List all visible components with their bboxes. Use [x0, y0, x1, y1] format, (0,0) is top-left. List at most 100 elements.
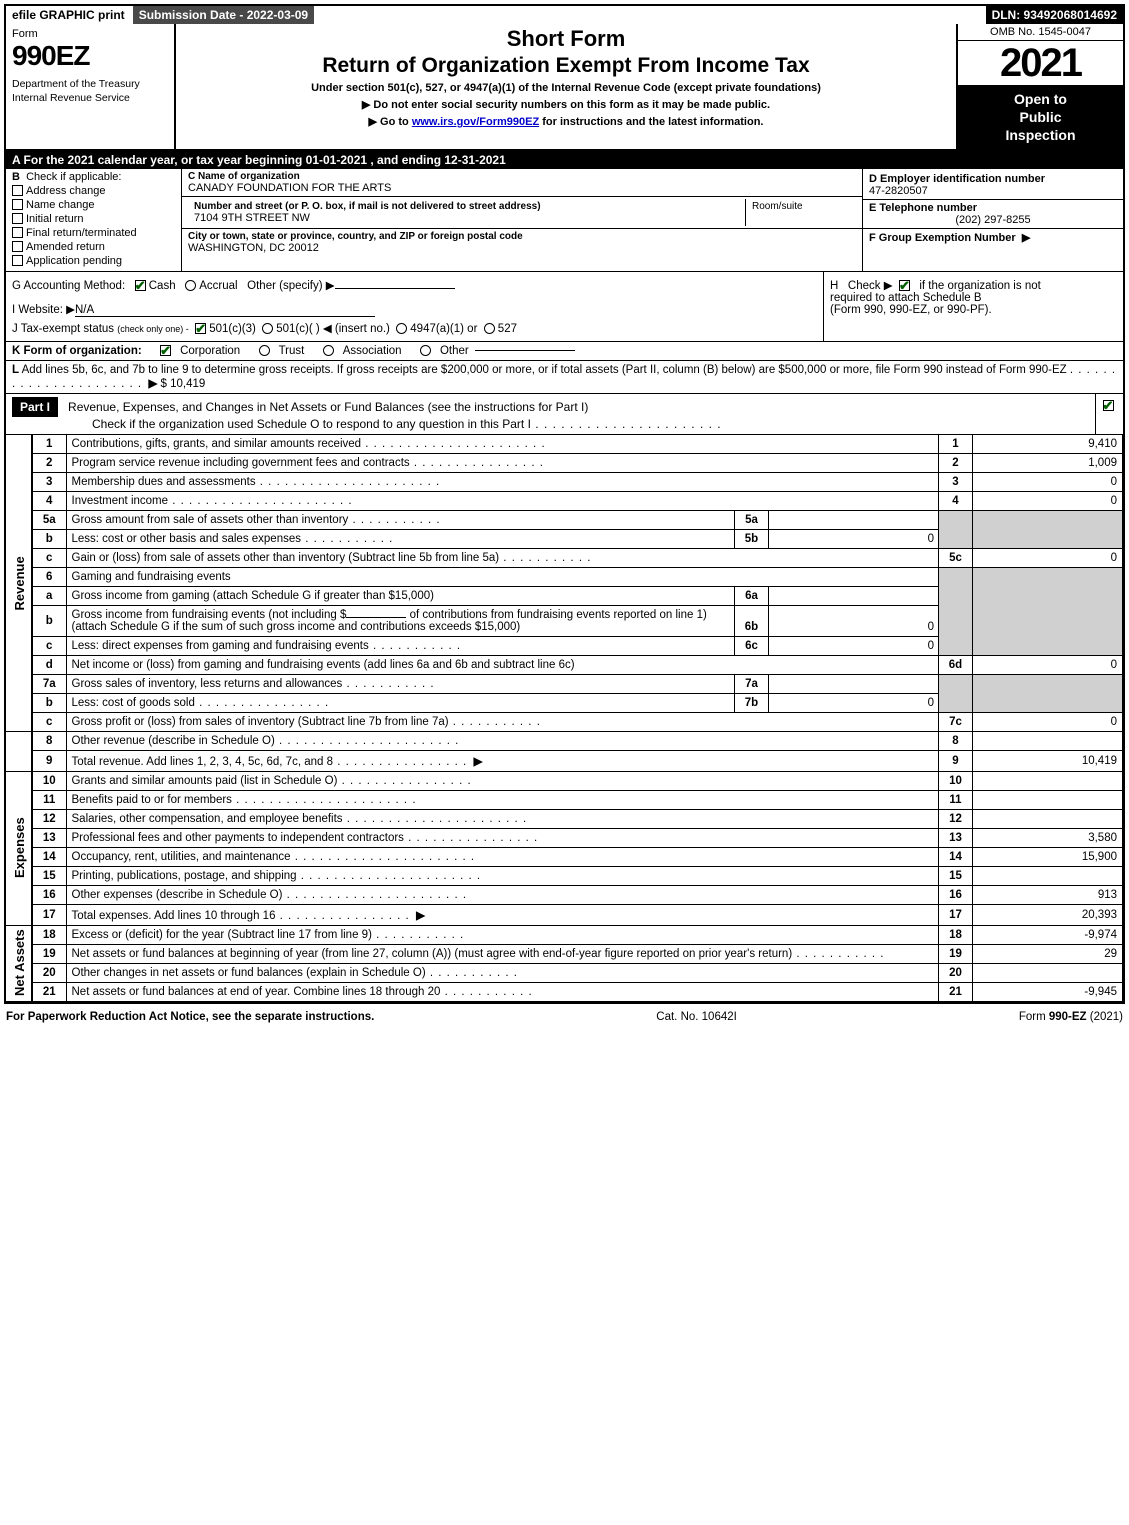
- goto-line: ▶ Go to www.irs.gov/Form990EZ for instru…: [182, 115, 950, 128]
- rb-527[interactable]: [484, 323, 495, 334]
- cb-application-pending[interactable]: Application pending: [12, 255, 175, 267]
- cb-address-change[interactable]: Address change: [12, 185, 175, 197]
- header-right: OMB No. 1545-0047 2021 Open toPublicInsp…: [958, 24, 1123, 149]
- rb-trust[interactable]: [259, 345, 270, 356]
- line-3-val: 0: [973, 472, 1123, 491]
- info-grid: B Check if applicable: Address change Na…: [6, 169, 1123, 272]
- city-label: City or town, state or province, country…: [188, 231, 856, 242]
- dln: DLN: 93492068014692: [986, 6, 1123, 24]
- top-bar: efile GRAPHIC print Submission Date - 20…: [6, 6, 1123, 24]
- line-15-val: [973, 866, 1123, 885]
- header-left: Form 990EZ Department of the TreasuryInt…: [6, 24, 176, 149]
- form-number: 990EZ: [12, 40, 168, 72]
- line-8-val: [973, 731, 1123, 750]
- room-suite-label: Room/suite: [746, 199, 856, 226]
- section-k: K Form of organization: Corporation Trus…: [6, 342, 1123, 361]
- section-h: H Check ▶ if the organization is not req…: [823, 272, 1123, 341]
- lines-table: Revenue 1 Contributions, gifts, grants, …: [6, 435, 1123, 1002]
- form-header: Form 990EZ Department of the TreasuryInt…: [6, 24, 1123, 151]
- group-exemption-label: F Group Exemption Number: [869, 232, 1016, 244]
- line-1-val: 9,410: [973, 435, 1123, 454]
- line-2-val: 1,009: [973, 453, 1123, 472]
- line-5a-subval: [768, 511, 938, 529]
- cb-final-return[interactable]: Final return/terminated: [12, 227, 175, 239]
- cb-name-change[interactable]: Name change: [12, 199, 175, 211]
- line-13-val: 3,580: [973, 828, 1123, 847]
- department: Department of the TreasuryInternal Reven…: [12, 78, 168, 105]
- rb-accrual[interactable]: [185, 280, 196, 291]
- cb-corporation[interactable]: [160, 345, 171, 356]
- omb-number: OMB No. 1545-0047: [958, 24, 1123, 41]
- cb-initial-return[interactable]: Initial return: [12, 213, 175, 225]
- part-1-header: Part I Revenue, Expenses, and Changes in…: [6, 394, 1123, 435]
- line-5c-val: 0: [973, 548, 1123, 567]
- main-title: Return of Organization Exempt From Incom…: [182, 54, 950, 78]
- line-7a-subval: [768, 675, 938, 693]
- cb-amended-return[interactable]: Amended return: [12, 241, 175, 253]
- rb-501c[interactable]: [262, 323, 273, 334]
- cb-cash[interactable]: [135, 280, 146, 291]
- form-label: Form: [12, 28, 168, 40]
- org-name-label: C Name of organization: [188, 171, 856, 182]
- line-14-val: 15,900: [973, 847, 1123, 866]
- ein: 47-2820507: [869, 185, 1117, 197]
- other-method-input[interactable]: [335, 288, 455, 289]
- rb-other-org[interactable]: [420, 345, 431, 356]
- line-17-val: 20,393: [973, 904, 1123, 925]
- form-990ez: efile GRAPHIC print Submission Date - 20…: [4, 4, 1125, 1004]
- line-7c-val: 0: [973, 712, 1123, 731]
- catalog-number: Cat. No. 10642I: [656, 1011, 737, 1023]
- cb-schedule-o-used[interactable]: [1103, 400, 1114, 411]
- line-7b-subval: 0: [768, 694, 938, 712]
- rb-association[interactable]: [323, 345, 334, 356]
- page-footer: For Paperwork Reduction Act Notice, see …: [0, 1008, 1129, 1026]
- tel-label: E Telephone number: [869, 202, 1117, 214]
- line-5b-subval: 0: [768, 530, 938, 548]
- irs-link[interactable]: www.irs.gov/Form990EZ: [412, 116, 539, 128]
- line-16-val: 913: [973, 885, 1123, 904]
- street-label: Number and street (or P. O. box, if mail…: [194, 201, 739, 212]
- line-12-val: [973, 809, 1123, 828]
- part-label: Part I: [12, 397, 58, 417]
- line-21-val: -9,945: [973, 982, 1123, 1001]
- line-18-val: -9,974: [973, 925, 1123, 944]
- line-19-val: 29: [973, 944, 1123, 963]
- line-11-val: [973, 790, 1123, 809]
- section-b: B Check if applicable: Address change Na…: [6, 169, 182, 271]
- row-g-h: G Accounting Method: Cash Accrual Other …: [6, 272, 1123, 342]
- line-6b-subval: 0: [768, 606, 938, 636]
- section-g-i-j: G Accounting Method: Cash Accrual Other …: [6, 272, 823, 341]
- line-9-val: 10,419: [973, 750, 1123, 771]
- gross-receipts: $ 10,419: [161, 378, 206, 390]
- paperwork-notice: For Paperwork Reduction Act Notice, see …: [6, 1011, 374, 1023]
- tax-year: 2021: [958, 41, 1123, 86]
- line-10-val: [973, 771, 1123, 790]
- street: 7104 9TH STREET NW: [194, 212, 739, 224]
- section-l: L Add lines 5b, 6c, and 7b to line 9 to …: [6, 361, 1123, 394]
- section-c: C Name of organization CANADY FOUNDATION…: [182, 169, 863, 271]
- cb-schedule-b-not-required[interactable]: [899, 280, 910, 291]
- form-id-footer: Form 990-EZ (2021): [1019, 1011, 1123, 1023]
- line-6d-val: 0: [973, 655, 1123, 674]
- city: WASHINGTON, DC 20012: [188, 242, 856, 254]
- line-6c-subval: 0: [768, 637, 938, 655]
- efile-print[interactable]: efile GRAPHIC print: [6, 6, 133, 24]
- expenses-side-label: Expenses: [6, 771, 32, 925]
- open-to-public: Open toPublicInspection: [958, 86, 1123, 149]
- website: N/A: [75, 304, 375, 317]
- line-4-val: 0: [973, 491, 1123, 510]
- section-a: A For the 2021 calendar year, or tax yea…: [6, 151, 1123, 169]
- org-name: CANADY FOUNDATION FOR THE ARTS: [188, 182, 856, 194]
- revenue-side-label: Revenue: [6, 435, 32, 732]
- line-6a-subval: [768, 587, 938, 605]
- section-d-e-f: D Employer identification number 47-2820…: [863, 169, 1123, 271]
- telephone: (202) 297-8255: [869, 214, 1117, 226]
- netassets-side-label: Net Assets: [6, 925, 32, 1001]
- header-center: Short Form Return of Organization Exempt…: [176, 24, 958, 149]
- cb-501c3[interactable]: [195, 323, 206, 334]
- rb-4947[interactable]: [396, 323, 407, 334]
- under-section: Under section 501(c), 527, or 4947(a)(1)…: [182, 82, 950, 94]
- ein-label: D Employer identification number: [869, 173, 1117, 185]
- ssn-warning: ▶ Do not enter social security numbers o…: [182, 98, 950, 111]
- submission-date: Submission Date - 2022-03-09: [133, 6, 316, 24]
